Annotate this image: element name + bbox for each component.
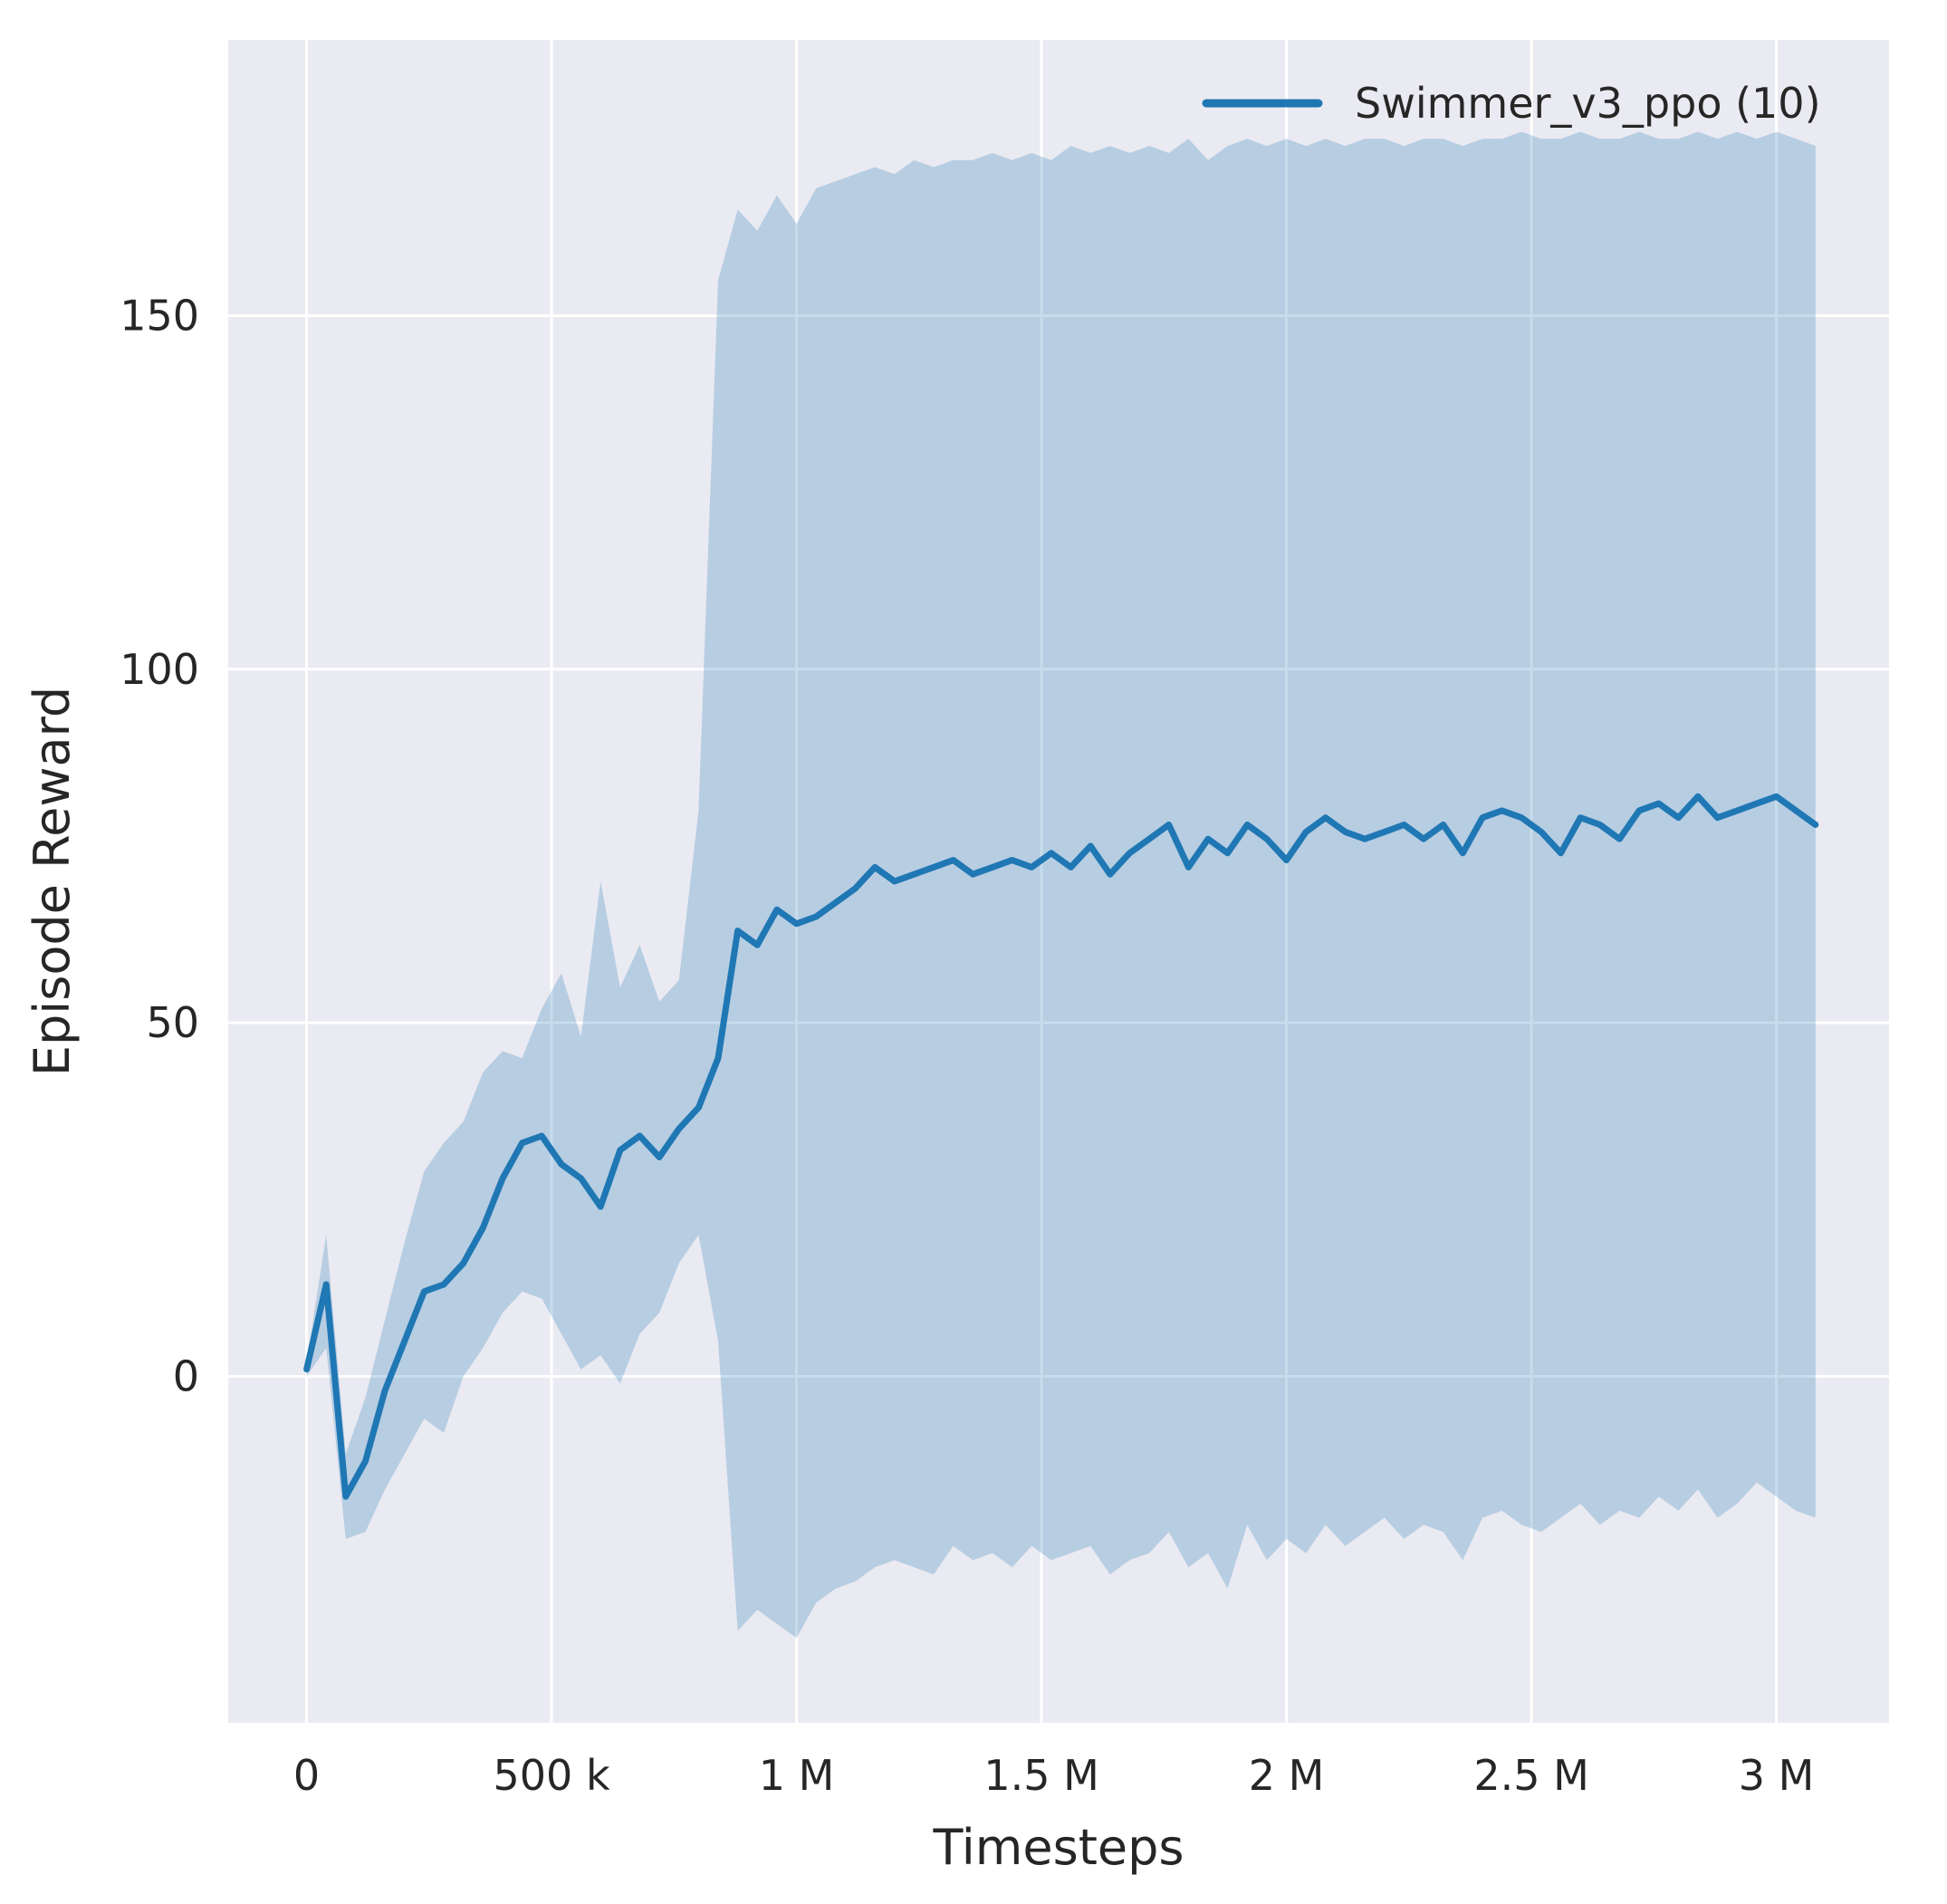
x-tick-label: 3 M <box>1739 1751 1815 1800</box>
x-tick-labels: 0 500 k 1 M 1.5 M 2 M 2.5 M 3 M <box>293 1751 1814 1800</box>
gridlines <box>228 40 1889 1723</box>
y-tick-label: 100 <box>120 645 199 694</box>
legend: Swimmer_v3_ppo (10) <box>1202 79 1821 128</box>
confidence-band <box>306 131 1816 1639</box>
y-tick-labels: 0 50 100 150 <box>120 291 199 1400</box>
x-tick-label: 1 M <box>759 1751 835 1800</box>
y-tick-label: 0 <box>173 1351 199 1400</box>
x-tick-label: 1.5 M <box>983 1751 1098 1800</box>
x-tick-label: 500 k <box>494 1751 610 1800</box>
mean-line <box>303 793 1819 1500</box>
x-axis-label: Timesteps <box>932 1819 1184 1876</box>
y-axis-label: Episode Reward <box>24 687 81 1076</box>
x-tick-label: 2 M <box>1249 1751 1325 1800</box>
x-tick-label: 0 <box>293 1751 320 1800</box>
plot-area <box>228 40 1889 1723</box>
y-tick-label: 50 <box>146 998 199 1047</box>
x-tick-label: 2.5 M <box>1473 1751 1588 1800</box>
legend-label: Swimmer_v3_ppo (10) <box>1355 79 1821 128</box>
y-tick-label: 150 <box>120 291 199 340</box>
